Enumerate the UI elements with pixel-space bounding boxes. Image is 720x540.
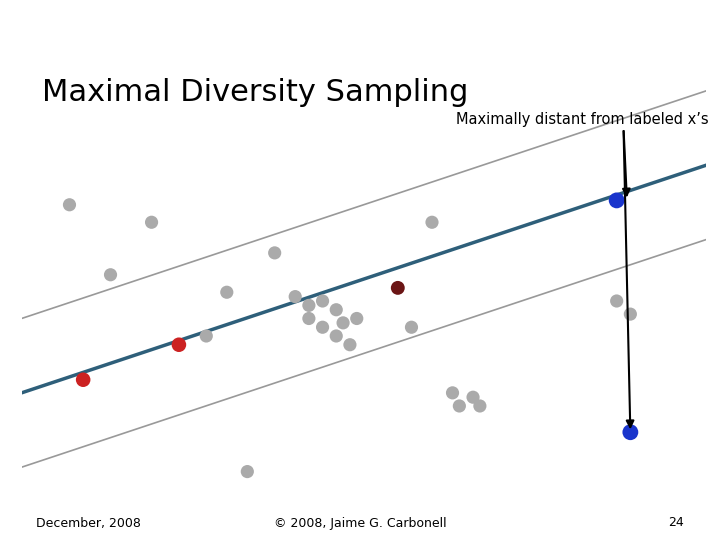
- Point: [303, 314, 315, 323]
- Point: [467, 393, 479, 402]
- Point: [426, 218, 438, 227]
- Point: [406, 323, 418, 332]
- Point: [611, 296, 623, 305]
- Point: [337, 319, 348, 327]
- Point: [63, 200, 76, 209]
- Point: [173, 340, 184, 349]
- Point: [392, 284, 404, 292]
- Point: [200, 332, 212, 340]
- Point: [105, 271, 117, 279]
- Point: [145, 218, 158, 227]
- Point: [317, 323, 328, 332]
- Point: [242, 467, 253, 476]
- Text: Maximally distant from labeled x’s: Maximally distant from labeled x’s: [456, 112, 708, 127]
- Point: [221, 288, 233, 296]
- Point: [611, 196, 623, 205]
- Point: [269, 248, 281, 257]
- Point: [454, 402, 465, 410]
- Point: [474, 402, 486, 410]
- Text: December, 2008: December, 2008: [36, 516, 141, 530]
- Point: [625, 310, 636, 319]
- Text: Maximal Diversity Sampling: Maximal Diversity Sampling: [42, 78, 469, 107]
- Point: [317, 296, 328, 305]
- Point: [330, 306, 342, 314]
- Point: [351, 314, 362, 323]
- Point: [625, 428, 636, 436]
- Text: © 2008, Jaime G. Carbonell: © 2008, Jaime G. Carbonell: [274, 516, 446, 530]
- Point: [344, 340, 356, 349]
- Point: [303, 301, 315, 310]
- Point: [78, 375, 89, 384]
- Point: [446, 389, 459, 397]
- Text: 24: 24: [668, 516, 684, 530]
- Point: [330, 332, 342, 340]
- Point: [289, 292, 301, 301]
